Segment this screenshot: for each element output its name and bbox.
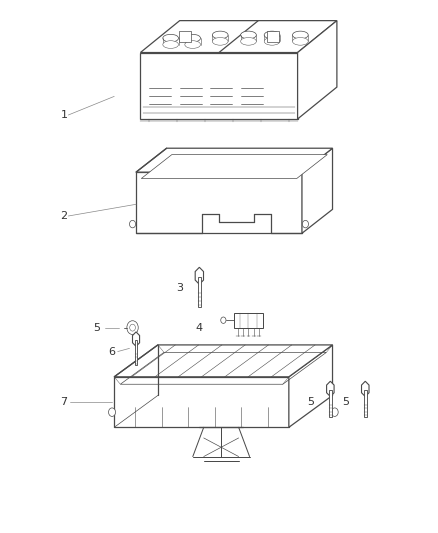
Polygon shape <box>195 267 204 284</box>
Ellipse shape <box>185 34 201 42</box>
Circle shape <box>127 321 138 335</box>
Polygon shape <box>327 381 334 397</box>
Text: 6: 6 <box>109 346 116 357</box>
Text: 2: 2 <box>60 211 67 221</box>
Ellipse shape <box>240 31 256 39</box>
Ellipse shape <box>212 31 228 39</box>
Ellipse shape <box>293 31 308 39</box>
Ellipse shape <box>163 34 179 42</box>
Ellipse shape <box>293 37 308 45</box>
Polygon shape <box>289 345 332 427</box>
Polygon shape <box>141 21 337 53</box>
Circle shape <box>331 408 338 416</box>
Polygon shape <box>302 148 332 233</box>
Polygon shape <box>329 390 332 416</box>
Polygon shape <box>198 277 201 306</box>
Polygon shape <box>114 377 289 427</box>
Text: 4: 4 <box>196 322 203 333</box>
Ellipse shape <box>212 37 228 45</box>
Text: 5: 5 <box>93 322 100 333</box>
Text: 3: 3 <box>176 283 183 293</box>
Polygon shape <box>364 390 367 416</box>
Polygon shape <box>361 381 369 397</box>
Polygon shape <box>136 172 302 233</box>
Text: 5: 5 <box>307 397 314 407</box>
Ellipse shape <box>240 37 256 45</box>
Circle shape <box>130 220 136 228</box>
Polygon shape <box>114 345 332 377</box>
Polygon shape <box>136 148 332 172</box>
Text: 1: 1 <box>60 110 67 120</box>
Ellipse shape <box>264 37 280 45</box>
FancyBboxPatch shape <box>267 31 279 43</box>
Circle shape <box>302 220 308 228</box>
Polygon shape <box>141 53 297 119</box>
Polygon shape <box>133 332 140 346</box>
Ellipse shape <box>264 31 280 39</box>
Text: 7: 7 <box>60 397 67 407</box>
Polygon shape <box>234 313 263 328</box>
Text: 5: 5 <box>342 397 349 407</box>
Ellipse shape <box>185 41 201 49</box>
FancyBboxPatch shape <box>179 31 191 43</box>
Polygon shape <box>135 341 138 365</box>
Polygon shape <box>141 155 327 179</box>
Ellipse shape <box>163 41 179 49</box>
Circle shape <box>109 408 116 416</box>
Polygon shape <box>297 21 337 119</box>
